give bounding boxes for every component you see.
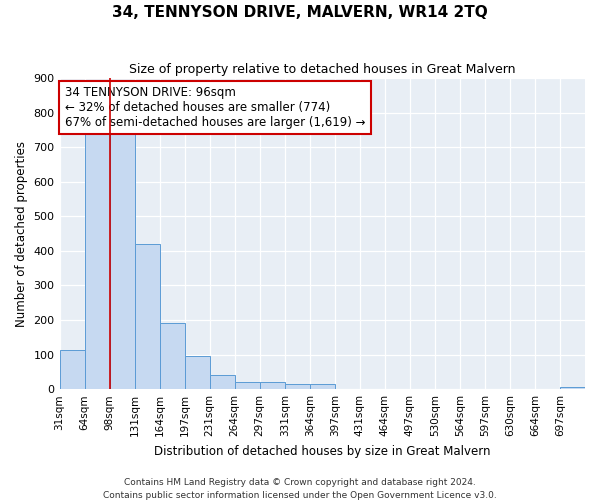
Text: 34 TENNYSON DRIVE: 96sqm
← 32% of detached houses are smaller (774)
67% of semi-: 34 TENNYSON DRIVE: 96sqm ← 32% of detach… (65, 86, 365, 129)
Bar (59, 350, 85, 389)
Bar (260, 382, 285, 389)
Bar (235, 382, 260, 389)
Text: Contains HM Land Registry data © Crown copyright and database right 2024.
Contai: Contains HM Land Registry data © Crown c… (103, 478, 497, 500)
Bar (310, 384, 335, 389)
Bar (85, 130, 110, 389)
Bar (185, 356, 209, 389)
Y-axis label: Number of detached properties: Number of detached properties (15, 140, 28, 326)
Bar (285, 384, 310, 389)
X-axis label: Distribution of detached houses by size in Great Malvern: Distribution of detached houses by size … (154, 444, 491, 458)
Bar (110, 129, 134, 389)
Bar (134, 244, 160, 389)
Bar (209, 374, 235, 389)
Text: 34, TENNYSON DRIVE, MALVERN, WR14 2TQ: 34, TENNYSON DRIVE, MALVERN, WR14 2TQ (112, 5, 488, 20)
Title: Size of property relative to detached houses in Great Malvern: Size of property relative to detached ho… (129, 62, 515, 76)
Bar (560, 388, 585, 389)
Bar (160, 324, 185, 389)
